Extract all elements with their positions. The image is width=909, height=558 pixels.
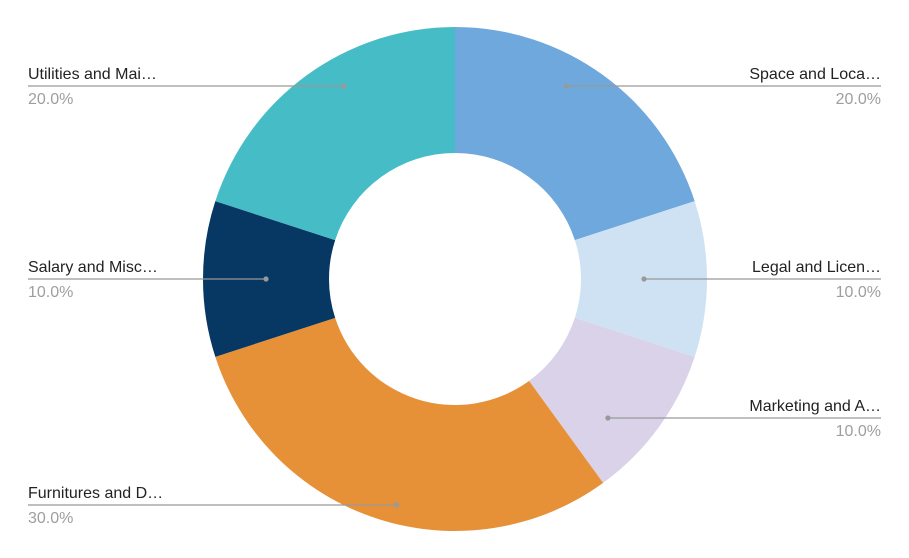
slice-value-furnitures-and-d: 30.0% [28, 510, 73, 527]
slice-value-legal-and-licen: 10.0% [836, 284, 881, 301]
slice-utilities-and-mai[interactable] [215, 27, 455, 241]
slice-furnitures-and-d[interactable] [215, 317, 604, 532]
slice-label-legal-and-licen: Legal and Licen… [752, 259, 881, 276]
leader-dot-space-and-loca [563, 83, 569, 89]
slice-marketing-and-a[interactable] [529, 317, 695, 483]
slice-value-space-and-loca: 20.0% [836, 91, 881, 108]
leader-dot-marketing-and-a [605, 415, 611, 421]
slice-value-utilities-and-mai: 20.0% [28, 91, 73, 108]
leader-dot-legal-and-licen [641, 276, 647, 282]
slice-label-utilities-and-mai: Utilities and Mai… [28, 66, 157, 83]
slice-label-furnitures-and-d: Furnitures and D… [28, 485, 163, 502]
slice-value-marketing-and-a: 10.0% [836, 423, 881, 440]
leader-dot-furnitures-and-d [393, 502, 400, 508]
leader-lines-group [28, 83, 881, 508]
leader-dot-salary-and-misc [263, 276, 269, 282]
slice-salary-and-misc[interactable] [203, 201, 336, 357]
slices-group [203, 27, 707, 532]
slice-label-space-and-loca: Space and Loca… [749, 66, 881, 83]
slice-label-salary-and-misc: Salary and Misc… [28, 259, 158, 276]
slice-space-and-loca[interactable] [455, 27, 695, 241]
slice-value-salary-and-misc: 10.0% [28, 284, 73, 301]
slice-label-marketing-and-a: Marketing and A… [749, 398, 881, 415]
leader-dot-utilities-and-mai [341, 83, 347, 89]
slice-legal-and-licen[interactable] [574, 201, 707, 357]
labels-group: Space and Loca… 20.0% Legal and Licen… 10.0… [28, 66, 881, 527]
